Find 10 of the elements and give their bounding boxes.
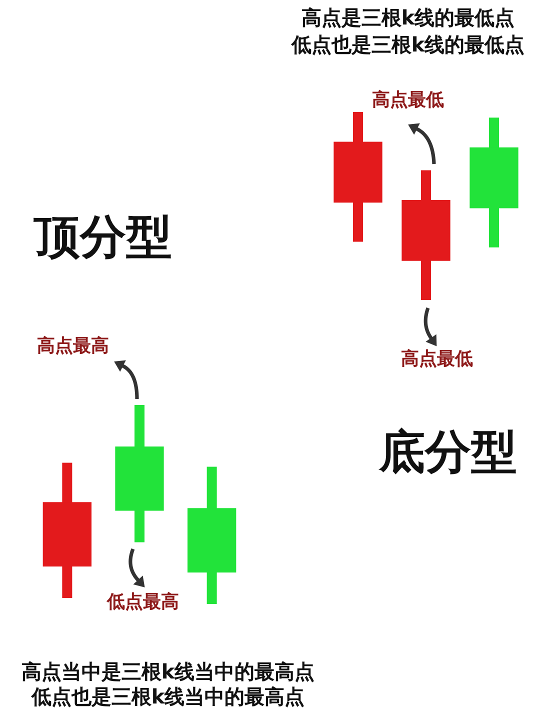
text: 高点当中是三根k线当中的最高点 bbox=[21, 660, 315, 684]
chart-title: 高点是三根k线的最低点 bbox=[301, 6, 515, 30]
text: 高点最高 bbox=[37, 336, 109, 358]
text: 高点最低 bbox=[401, 348, 473, 370]
annotation: 低点最高 bbox=[107, 592, 179, 614]
text: 低点也是三根k线当中的最高点 bbox=[31, 684, 305, 708]
text: 顶分型 bbox=[34, 210, 172, 264]
text: 高点最低 bbox=[372, 90, 444, 112]
text: 底分型 bbox=[379, 424, 517, 479]
chart-subtitle: 低点也是三根k线的最低点 bbox=[291, 32, 525, 56]
